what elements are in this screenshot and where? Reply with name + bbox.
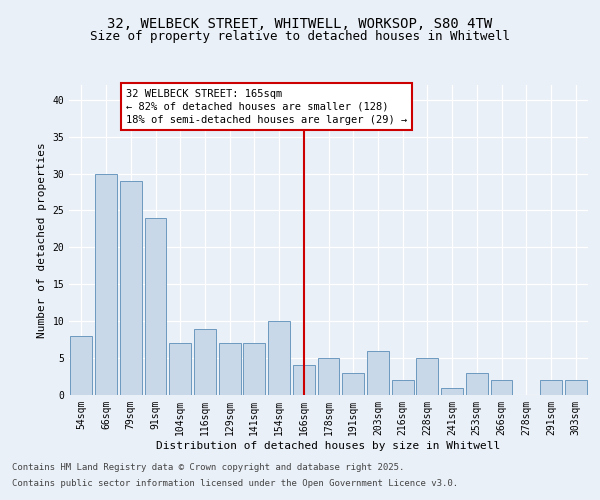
Text: Contains public sector information licensed under the Open Government Licence v3: Contains public sector information licen… — [12, 478, 458, 488]
Bar — [244, 344, 265, 395]
Bar — [491, 380, 512, 395]
Bar — [441, 388, 463, 395]
Bar — [392, 380, 413, 395]
Y-axis label: Number of detached properties: Number of detached properties — [37, 142, 47, 338]
Bar — [169, 344, 191, 395]
Bar — [466, 373, 488, 395]
Text: 32, WELBECK STREET, WHITWELL, WORKSOP, S80 4TW: 32, WELBECK STREET, WHITWELL, WORKSOP, S… — [107, 18, 493, 32]
Bar — [416, 358, 438, 395]
Text: 32 WELBECK STREET: 165sqm
← 82% of detached houses are smaller (128)
18% of semi: 32 WELBECK STREET: 165sqm ← 82% of detac… — [126, 88, 407, 125]
Bar — [540, 380, 562, 395]
Bar — [95, 174, 117, 395]
Bar — [219, 344, 241, 395]
Text: Contains HM Land Registry data © Crown copyright and database right 2025.: Contains HM Land Registry data © Crown c… — [12, 464, 404, 472]
Text: Size of property relative to detached houses in Whitwell: Size of property relative to detached ho… — [90, 30, 510, 43]
Bar — [317, 358, 340, 395]
Bar — [120, 181, 142, 395]
Bar — [293, 366, 314, 395]
Bar — [565, 380, 587, 395]
Bar — [70, 336, 92, 395]
X-axis label: Distribution of detached houses by size in Whitwell: Distribution of detached houses by size … — [157, 440, 500, 450]
Bar — [343, 373, 364, 395]
Bar — [145, 218, 166, 395]
Bar — [194, 328, 216, 395]
Bar — [367, 350, 389, 395]
Bar — [268, 321, 290, 395]
